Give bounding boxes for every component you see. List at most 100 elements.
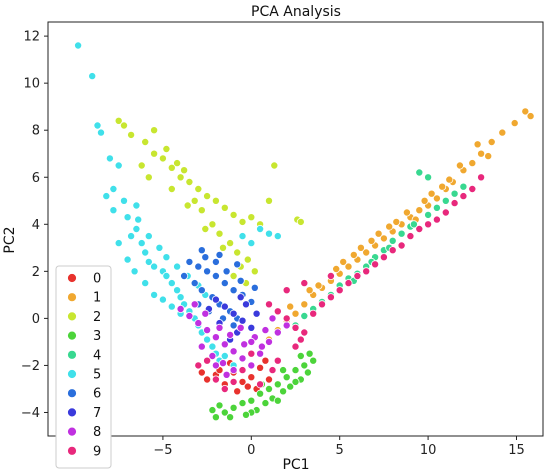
point-class-9 [397, 241, 406, 250]
point-class-5 [114, 161, 123, 170]
point-class-9 [371, 260, 380, 269]
point-class-5 [74, 41, 83, 50]
point-class-4 [432, 203, 441, 212]
point-class-9 [247, 349, 256, 358]
point-class-2 [233, 248, 242, 257]
point-class-8 [238, 354, 247, 363]
point-class-8 [197, 342, 206, 351]
point-class-9 [282, 286, 291, 295]
legend-marker-5 [67, 369, 77, 379]
point-class-1 [487, 137, 496, 146]
point-class-5 [247, 239, 256, 248]
point-class-3 [300, 361, 309, 370]
point-class-9 [238, 366, 247, 375]
point-class-2 [296, 217, 305, 226]
x-tick-label: 0 [247, 443, 255, 458]
point-class-5 [127, 232, 136, 241]
point-class-8 [218, 359, 227, 368]
point-class-0 [256, 363, 265, 372]
point-class-9 [256, 380, 265, 389]
point-class-7 [236, 293, 245, 302]
point-class-5 [176, 293, 185, 302]
point-class-1 [339, 257, 348, 266]
point-class-1 [291, 309, 300, 318]
point-class-7 [220, 302, 229, 311]
point-class-1 [392, 217, 401, 226]
point-class-5 [273, 232, 282, 241]
point-class-3 [282, 373, 291, 382]
point-class-8 [268, 314, 277, 323]
point-class-0 [264, 375, 273, 384]
point-class-2 [167, 163, 176, 172]
point-class-5 [144, 257, 153, 266]
point-class-7 [211, 295, 220, 304]
point-class-1 [300, 300, 309, 309]
point-class-8 [211, 333, 220, 342]
point-class-8 [185, 311, 194, 320]
point-class-5 [144, 232, 153, 241]
y-tick-label: −2 [21, 359, 40, 374]
point-class-8 [190, 300, 199, 309]
point-class-1 [498, 128, 507, 137]
point-class-9 [379, 253, 388, 262]
point-class-2 [215, 229, 224, 238]
point-class-1 [420, 196, 429, 205]
point-class-4 [459, 182, 468, 191]
point-class-6 [185, 257, 194, 266]
point-class-1 [484, 152, 493, 161]
point-class-5 [238, 232, 247, 241]
y-tick-label: 12 [23, 30, 40, 45]
point-class-5 [141, 279, 150, 288]
point-class-3 [264, 384, 273, 393]
point-class-9 [344, 279, 353, 288]
point-class-7 [241, 300, 250, 309]
point-class-5 [173, 262, 182, 271]
point-class-3 [215, 401, 224, 410]
point-class-6 [220, 279, 229, 288]
point-class-3 [296, 351, 305, 360]
chart-title: PCA Analysis [251, 4, 341, 20]
point-class-1 [432, 194, 441, 203]
point-class-5 [155, 243, 164, 252]
point-class-9 [335, 286, 344, 295]
point-class-1 [362, 248, 371, 257]
point-class-5 [109, 184, 118, 193]
point-class-2 [238, 217, 247, 226]
point-class-2 [220, 203, 229, 212]
point-class-1 [415, 206, 424, 215]
point-class-2 [226, 239, 235, 248]
point-class-3 [286, 382, 295, 391]
point-class-6 [211, 257, 220, 266]
point-class-0 [233, 387, 242, 396]
point-class-4 [388, 236, 397, 245]
point-class-5 [134, 215, 143, 224]
point-class-5 [123, 213, 132, 222]
point-class-9 [296, 335, 305, 344]
point-class-6 [197, 286, 206, 295]
point-class-8 [201, 309, 210, 318]
point-class-3 [291, 377, 300, 386]
legend-marker-4 [67, 349, 77, 360]
point-class-2 [211, 196, 220, 205]
point-class-5 [203, 335, 212, 344]
point-class-9 [273, 356, 282, 365]
legend-label-3: 3 [93, 329, 101, 344]
point-class-9 [459, 192, 468, 201]
point-class-9 [282, 314, 291, 323]
point-class-2 [229, 210, 238, 219]
point-class-6 [222, 267, 231, 276]
point-class-7 [229, 309, 238, 318]
point-class-2 [197, 206, 206, 215]
point-class-8 [240, 340, 249, 349]
point-class-5 [167, 302, 176, 311]
point-class-2 [208, 220, 217, 229]
point-class-6 [180, 271, 189, 280]
point-class-5 [105, 154, 114, 163]
point-class-9 [406, 232, 415, 241]
point-class-9 [211, 375, 220, 384]
point-class-4 [424, 210, 433, 219]
point-class-3 [309, 356, 318, 365]
legend-label-6: 6 [93, 387, 101, 402]
point-class-1 [526, 112, 535, 121]
